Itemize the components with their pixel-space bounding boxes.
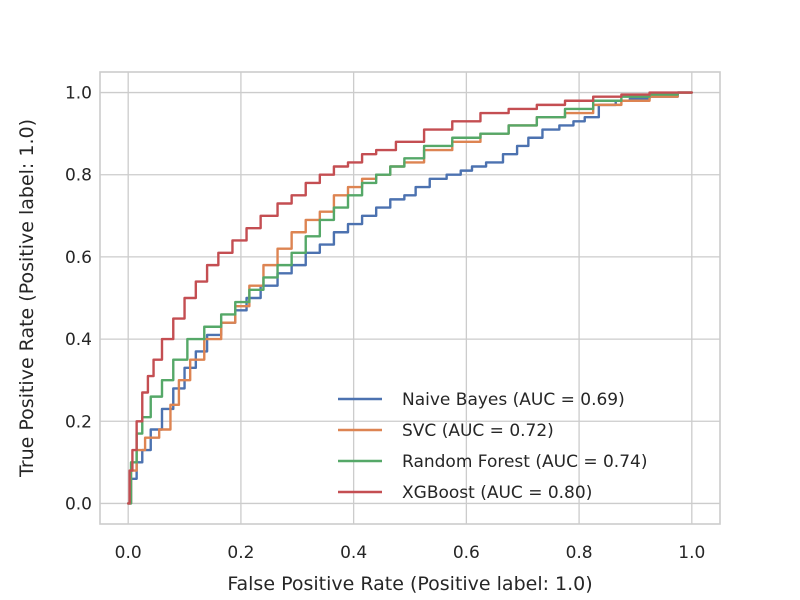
grid: [100, 72, 720, 524]
y-axis-label: True Positive Rate (Positive label: 1.0): [16, 119, 38, 478]
tick-labels: 0.0 0.2 0.4 0.6 0.8 1.0 0.0 0.2 0.4 0.6 0.8 1.0: [65, 84, 705, 563]
legend-label: Naive Bayes (AUC = 0.69): [402, 390, 625, 410]
y-tick-label: 0.8: [65, 166, 92, 186]
y-tick-label: 0.6: [65, 248, 92, 268]
series-line-2: [126, 91, 694, 505]
x-tick-label: 1.0: [678, 543, 705, 563]
series-lines: [126, 91, 694, 505]
y-tick-label: 0.4: [65, 330, 92, 350]
x-tick-label: 0.0: [115, 543, 142, 563]
y-tick-label: 0.2: [65, 412, 92, 432]
y-tick-label: 0.0: [65, 494, 92, 514]
legend-label: SVC (AUC = 0.72): [402, 421, 554, 441]
y-tick-label: 1.0: [65, 84, 92, 104]
legend-label: Random Forest (AUC = 0.74): [402, 452, 647, 472]
x-tick-label: 0.4: [340, 543, 367, 563]
series-line-1: [126, 91, 694, 505]
series-line-3: [126, 91, 694, 505]
x-tick-label: 0.8: [566, 543, 593, 563]
legend: Naive Bayes (AUC = 0.69) SVC (AUC = 0.72)…: [338, 390, 647, 503]
x-tick-label: 0.6: [453, 543, 480, 563]
x-tick-label: 0.2: [227, 543, 254, 563]
legend-label: XGBoost (AUC = 0.80): [402, 483, 592, 503]
series-line-0: [126, 91, 694, 505]
x-axis-label: False Positive Rate (Positive label: 1.0…: [227, 573, 592, 595]
plot-frame: [99, 71, 721, 525]
